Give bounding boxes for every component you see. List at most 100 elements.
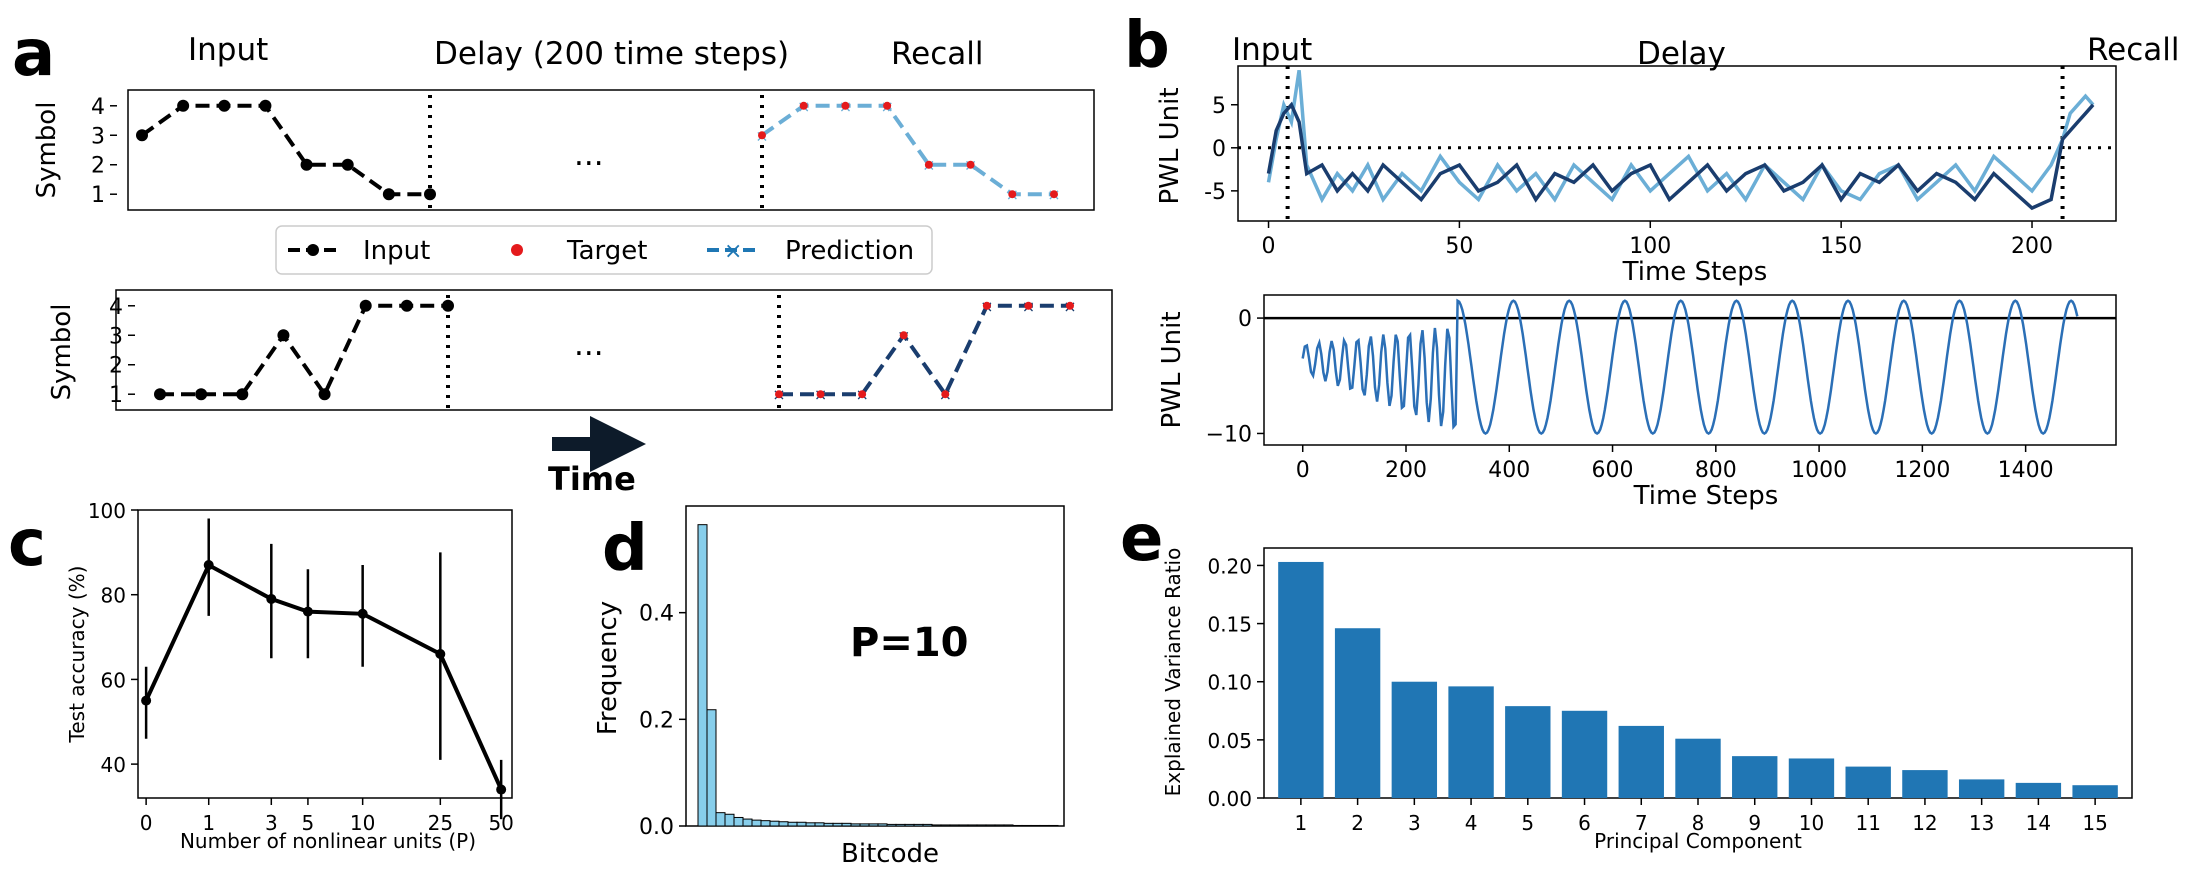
e-bar	[1788, 758, 1835, 798]
e-ylabel: Explained Variance Ratio	[1161, 548, 1185, 797]
a-top-prediction-line	[760, 103, 1054, 197]
a-bottom-target-point	[941, 390, 950, 399]
d-bar	[724, 813, 735, 827]
b-top-ytick-label: -5	[1204, 180, 1226, 205]
e-xtick-label: 1	[1295, 811, 1308, 835]
c-ylabel: Test accuracy (%)	[65, 566, 89, 744]
a-bottom-prediction-line	[779, 303, 1070, 399]
d-bar	[697, 524, 708, 827]
a-top-target-point	[799, 101, 808, 110]
d-bar	[805, 822, 816, 827]
d-bar	[850, 823, 861, 827]
c-xtick-label: 3	[265, 811, 278, 835]
c-xlabel: Number of nonlinear units (P)	[180, 829, 476, 853]
a-bottom-input-point	[277, 329, 290, 342]
legend-target-marker	[511, 244, 523, 256]
d-bar	[778, 821, 789, 827]
b-bottom-xtick-label: 200	[1385, 458, 1427, 483]
e-ytick-label: 0.15	[1207, 613, 1252, 637]
d-bar	[715, 812, 726, 827]
e-xtick-label: 13	[1969, 811, 1994, 835]
b-bottom-xtick-label: 1200	[1894, 458, 1950, 483]
e-xtick-label: 2	[1351, 811, 1364, 835]
d-bar	[769, 820, 780, 827]
chart-e: Explained Variance Ratio Principal Compo…	[1161, 547, 2133, 853]
a-top-target-point	[924, 160, 933, 169]
e-xtick-label: 8	[1692, 811, 1705, 835]
d-bar	[904, 823, 915, 827]
d-bar	[1012, 824, 1023, 827]
c-xtick-label: 25	[428, 811, 453, 835]
d-bar	[895, 823, 906, 827]
d-bar	[922, 823, 933, 827]
c-point	[357, 608, 368, 619]
e-xlabel: Principal Component	[1594, 829, 1802, 853]
b-bottom-ytick-label: −10	[1206, 422, 1252, 447]
e-xtick-label: 15	[2082, 811, 2107, 835]
d-bar	[706, 709, 717, 827]
c-point	[141, 695, 152, 706]
a-bottom-ytick-label: 3	[109, 324, 123, 349]
a-top-ellipsis: ...	[574, 137, 604, 173]
a-bottom-target-point	[1066, 301, 1074, 310]
time-label: Time	[548, 460, 636, 498]
d-bar	[1003, 824, 1014, 827]
b-top-xtick-label: 0	[1262, 234, 1276, 259]
a-top-frame	[127, 89, 1095, 211]
e-xtick-label: 10	[1799, 811, 1824, 835]
e-bar	[1845, 766, 1891, 798]
d-bar	[823, 822, 834, 827]
e-ytick-label: 0.20	[1207, 554, 1252, 578]
e-bar	[1902, 770, 1948, 798]
e-xtick-label: 9	[1748, 811, 1761, 835]
a-bottom-input-point	[318, 388, 331, 401]
a-top-target-point	[883, 101, 892, 110]
d-bar	[751, 819, 762, 827]
legend-input-label: Input	[363, 236, 430, 266]
a-top-input-point	[136, 129, 148, 142]
legend: Input Target × Prediction	[275, 225, 933, 275]
b-bottom-xtick-label: 800	[1695, 458, 1737, 483]
e-xtick-label: 14	[2026, 811, 2051, 835]
a-bottom-input-point	[442, 299, 454, 312]
e-bar	[2015, 782, 2062, 798]
b-bottom-xtick-label: 400	[1488, 458, 1530, 483]
a-top-input-point	[218, 99, 231, 112]
a-top-ylabel: Symbol	[32, 102, 62, 199]
e-xtick-label: 3	[1408, 811, 1421, 835]
chart-d: P=10 Frequency Bitcode 0.0 0.2 0.4	[593, 505, 1065, 869]
a-bottom-input-point	[236, 388, 249, 401]
d-bar	[976, 824, 987, 827]
a-top-target-point	[841, 101, 850, 110]
legend-prediction-marker: ×	[724, 239, 742, 264]
b-bottom-xtick-label: 600	[1592, 458, 1634, 483]
b-bottom-xtick-label: 1400	[1998, 458, 2054, 483]
e-bar	[2072, 785, 2118, 798]
d-bar	[1030, 824, 1041, 827]
c-ytick-label: 80	[101, 584, 126, 608]
e-ytick-label: 0.10	[1207, 671, 1252, 695]
e-xtick-label: 11	[1855, 811, 1880, 835]
b-top-xlabel: Time Steps	[1622, 257, 1768, 287]
c-xtick-label: 10	[350, 811, 375, 835]
b-bottom-xtick-label: 0	[1296, 458, 1310, 483]
b-bottom-xlabel: Time Steps	[1633, 481, 1779, 511]
d-bar	[760, 820, 771, 827]
b-top-frame	[1237, 65, 2117, 222]
panel-letter-c: c	[8, 507, 46, 581]
a-top-target-point	[1050, 190, 1058, 199]
a-top-input-point	[259, 99, 272, 112]
a-top-target-point	[758, 131, 766, 140]
e-xtick-label: 5	[1521, 811, 1534, 835]
e-bar	[1732, 756, 1778, 798]
a-bottom-target-point	[775, 390, 783, 399]
d-xlabel: Bitcode	[841, 839, 939, 869]
a-bottom-input-point	[359, 299, 372, 312]
a-bottom-target-point	[899, 331, 908, 340]
legend-prediction-label: Prediction	[785, 236, 914, 266]
d-bar	[913, 823, 924, 827]
d-ytick-label: 0.0	[639, 815, 674, 840]
e-xtick-label: 12	[1912, 811, 1937, 835]
d-bar	[1048, 824, 1059, 827]
a-bottom-input-line	[160, 303, 448, 399]
